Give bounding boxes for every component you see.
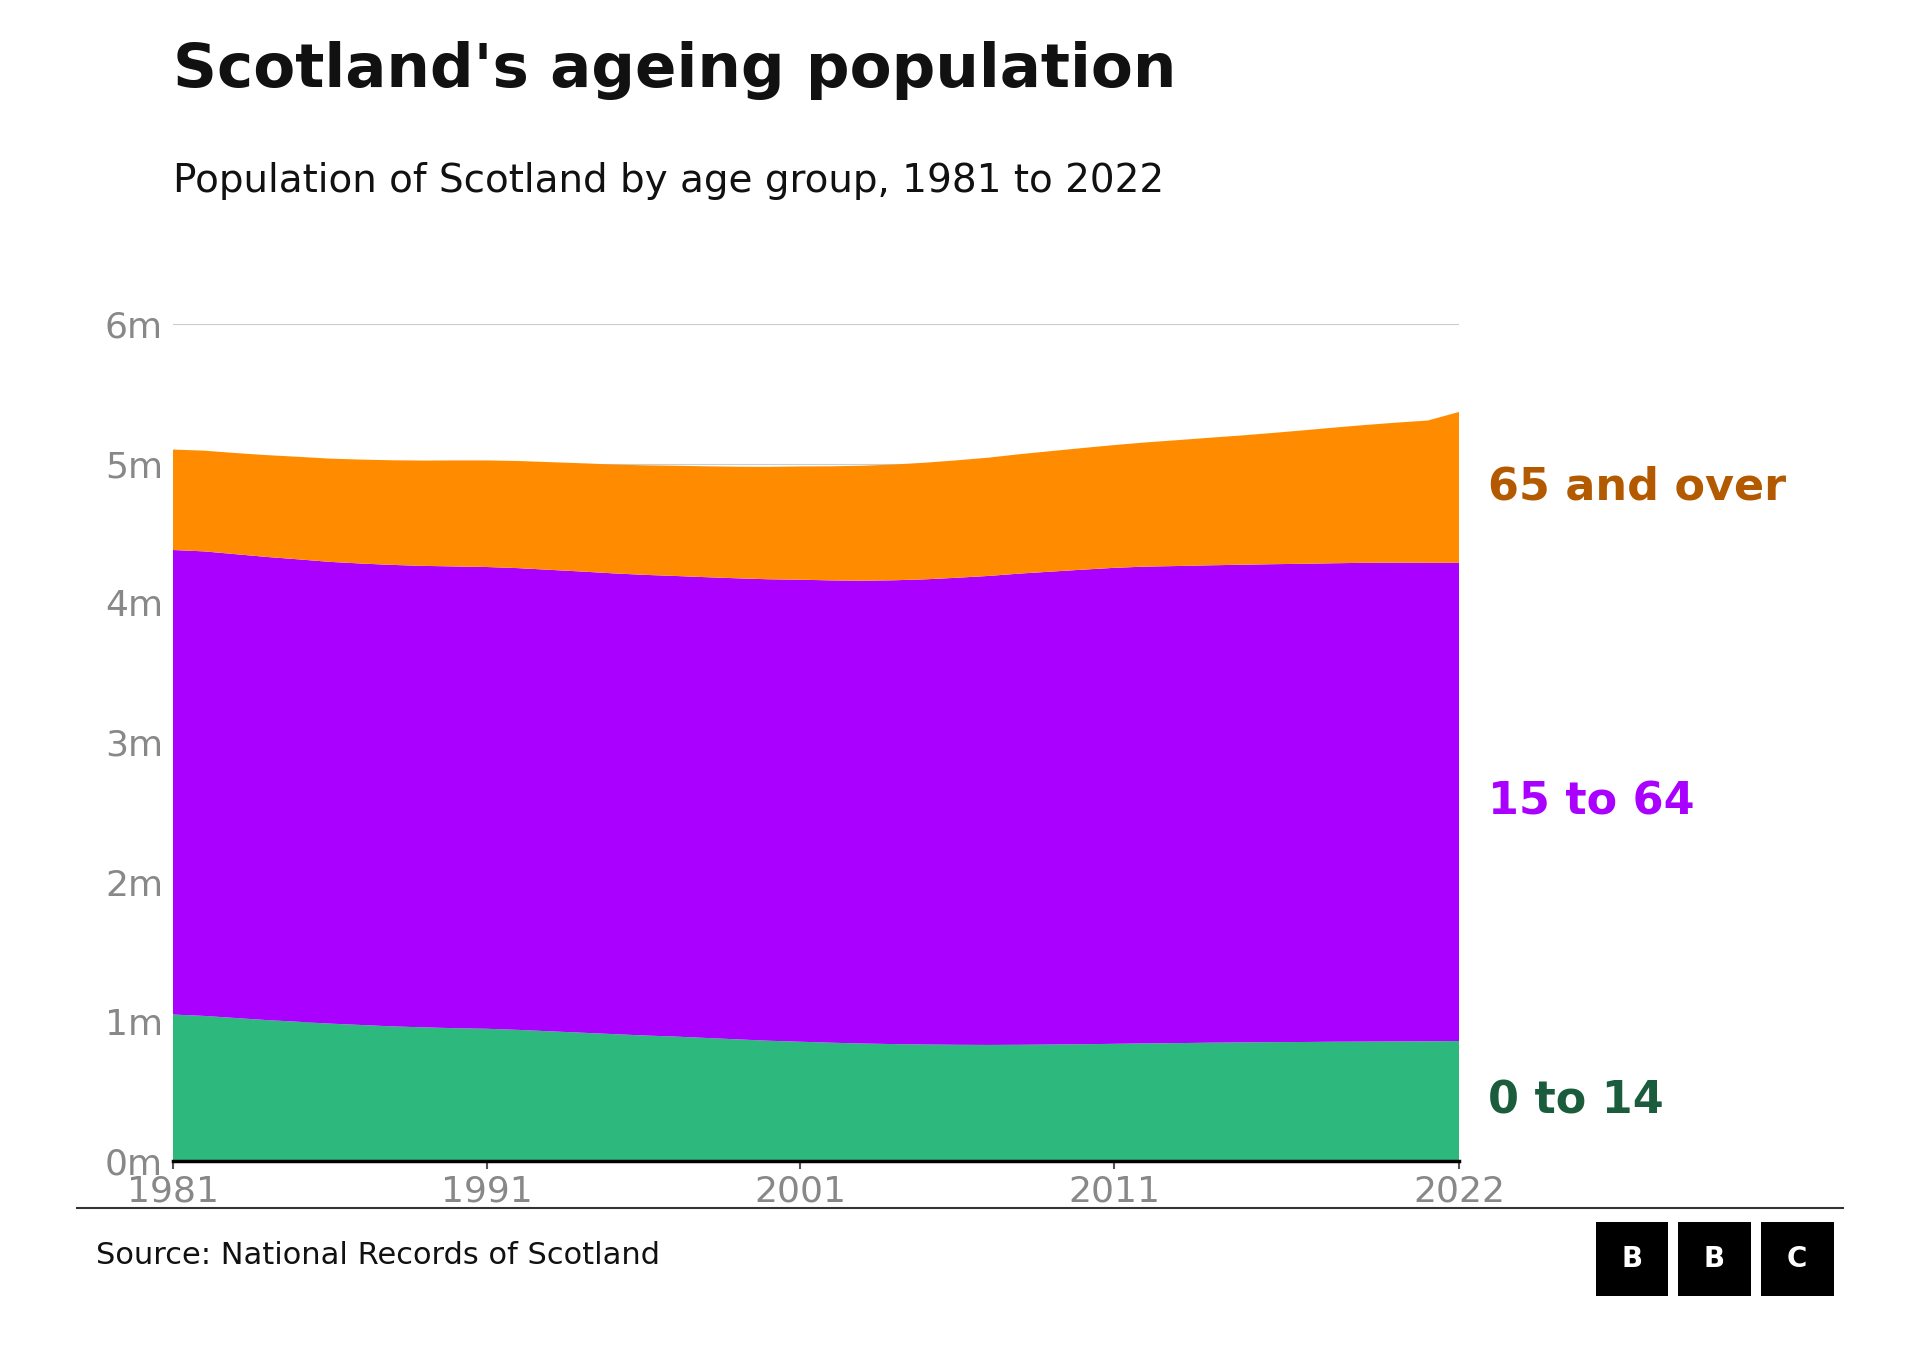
Text: Source: National Records of Scotland: Source: National Records of Scotland bbox=[96, 1241, 660, 1270]
Text: Population of Scotland by age group, 1981 to 2022: Population of Scotland by age group, 198… bbox=[173, 162, 1164, 200]
Text: B: B bbox=[1620, 1245, 1644, 1273]
Text: Scotland's ageing population: Scotland's ageing population bbox=[173, 40, 1177, 100]
Text: B: B bbox=[1703, 1245, 1726, 1273]
Text: 65 and over: 65 and over bbox=[1488, 466, 1786, 509]
Text: C: C bbox=[1788, 1245, 1807, 1273]
Text: 0 to 14: 0 to 14 bbox=[1488, 1080, 1665, 1122]
Text: 15 to 64: 15 to 64 bbox=[1488, 780, 1695, 824]
